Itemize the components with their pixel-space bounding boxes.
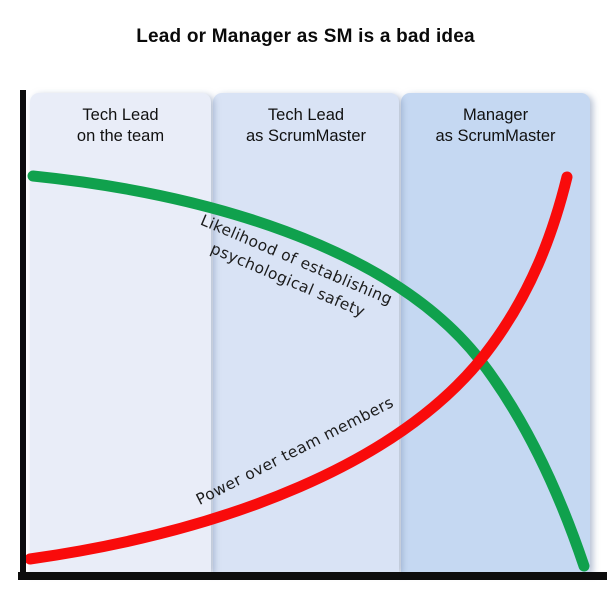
x-axis-line <box>18 572 607 580</box>
y-axis-line <box>20 90 26 574</box>
zone-label-tech-lead-on-team: Tech Lead on the team <box>76 106 165 146</box>
zone-band-tech-lead-on-team: Tech Lead on the team <box>30 93 211 572</box>
psychological-safety-curve <box>27 170 590 572</box>
zone-label-tech-lead-as-scrummaster: Tech Lead as ScrumMaster <box>245 106 367 146</box>
power-curve <box>24 171 573 565</box>
chart-title: Lead or Manager as SM is a bad idea <box>136 26 475 47</box>
zone-label-manager-as-scrummaster: Manager as ScrumMaster <box>435 106 556 146</box>
zone-band-tech-lead-as-scrummaster: Tech Lead as ScrumMaster <box>213 93 399 572</box>
